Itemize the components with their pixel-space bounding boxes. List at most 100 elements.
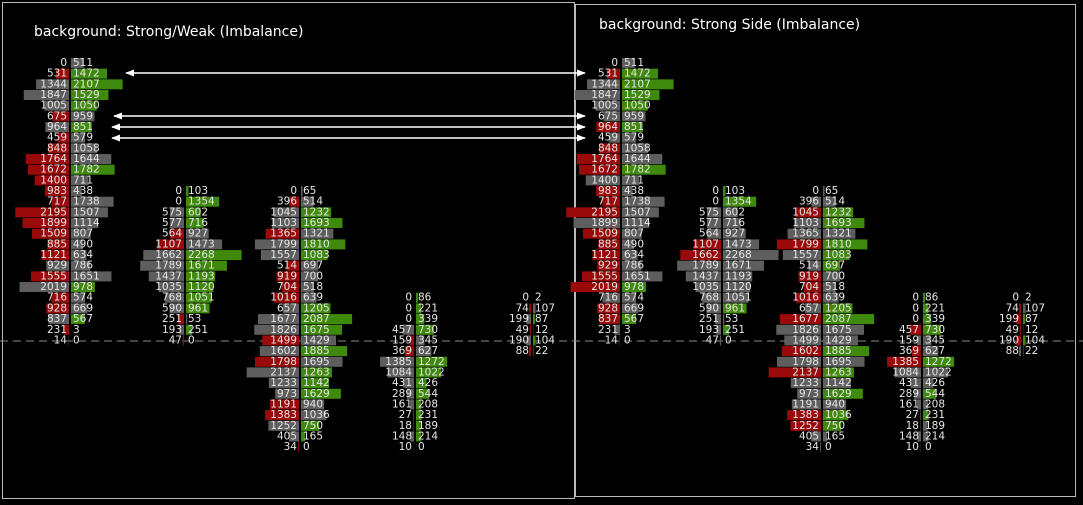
bid-value: 590 [162,302,182,314]
bid-value: 1437 [155,270,182,282]
ask-value: 1051 [188,292,215,304]
bid-value: 0 [175,196,182,208]
ask-bar [723,250,779,261]
bid-bar [695,282,721,293]
bid-bar [597,260,620,271]
bid-value: 2137 [792,366,819,378]
bid-bar [15,207,69,218]
bid-bar [782,250,821,261]
ask-value: 22 [1025,345,1038,357]
bid-bar [52,111,69,122]
ask-value: 1022 [925,366,952,378]
bid-value: 675 [47,110,67,122]
ask-bar [823,250,850,261]
ask-bar [723,260,764,271]
ask-value: 786 [624,260,644,272]
ask-bar [416,410,422,421]
bid-value: 1602 [270,345,297,357]
ask-value: 2107 [624,78,651,90]
ask-bar [301,292,317,303]
bid-value: 1400 [591,174,618,186]
ask-bar [71,207,108,218]
ask-value: 807 [624,228,644,240]
ask-bar [301,303,331,314]
ask-value: 2 [1025,292,1032,304]
ask-value: 750 [303,420,323,432]
bid-bar [48,143,69,154]
ask-bar [1023,335,1026,346]
ask-bar [186,324,193,335]
bid-bar [260,250,299,261]
bid-value: 919 [277,270,297,282]
ask-bar [622,111,646,122]
ask-bar [622,186,633,197]
bid-bar [595,186,620,197]
bid-bar [19,282,69,293]
bid-value: 0 [812,185,819,197]
bid-value: 848 [47,142,67,154]
bid-bar [579,164,620,175]
bid-value: 1035 [155,281,182,293]
ask-value: 345 [925,334,945,346]
ask-value: 1693 [825,217,852,229]
bid-bar [528,346,531,357]
ask-bar [186,218,204,229]
bid-value: 1789 [155,260,182,272]
bid-bar [787,410,821,421]
ask-bar [923,324,941,335]
ask-value: 1644 [73,153,100,165]
bid-bar [406,388,414,399]
ask-value: 0 [188,334,195,346]
ask-bar [71,314,85,325]
ask-bar [416,431,422,442]
bid-value: 575 [162,206,182,218]
bid-value: 0 [712,185,719,197]
ask-value: 0 [825,441,832,453]
ask-bar [622,132,637,143]
ask-value: 0 [418,441,425,453]
ask-bar [301,367,332,378]
ask-value: 716 [725,217,745,229]
ask-value: 634 [624,249,644,261]
bid-bar [595,100,620,111]
ask-value: 1810 [303,238,330,250]
bid-value: 1385 [892,356,919,368]
bid-bar [602,292,620,303]
bid-value: 18 [399,420,412,432]
bid-value: 289 [899,388,919,400]
ask-value: 639 [303,292,323,304]
ask-bar [71,218,99,229]
bid-bar [592,250,620,261]
bid-value: 1826 [270,324,297,336]
bid-bar [156,239,184,250]
ask-bar [186,239,223,250]
ask-bar [823,314,875,325]
ask-bar [71,250,87,261]
ask-value: 961 [725,302,745,314]
ask-value: 1695 [825,356,852,368]
bid-bar [804,303,821,314]
ask-value: 1083 [303,249,330,261]
ask-bar [723,239,760,250]
ask-bar [186,250,242,261]
bid-value: 514 [799,260,819,272]
ask-bar [723,196,757,207]
ask-bar [71,68,108,79]
bid-bar [140,260,184,271]
bid-bar [909,324,921,335]
ask-value: 1507 [624,206,651,218]
ask-bar [622,68,659,79]
ask-value: 438 [624,185,644,197]
ask-value: 1644 [624,153,651,165]
bid-bar [170,228,184,239]
bid-bar [286,260,299,271]
ask-value: 2087 [825,313,852,325]
ask-bar [622,196,665,207]
ask-value: 978 [624,281,644,293]
ask-value: 786 [73,260,93,272]
bid-bar [44,186,69,197]
ask-value: 1473 [725,238,752,250]
ask-bar [301,186,303,197]
bid-value: 657 [277,302,297,314]
bid-bar [707,228,721,239]
